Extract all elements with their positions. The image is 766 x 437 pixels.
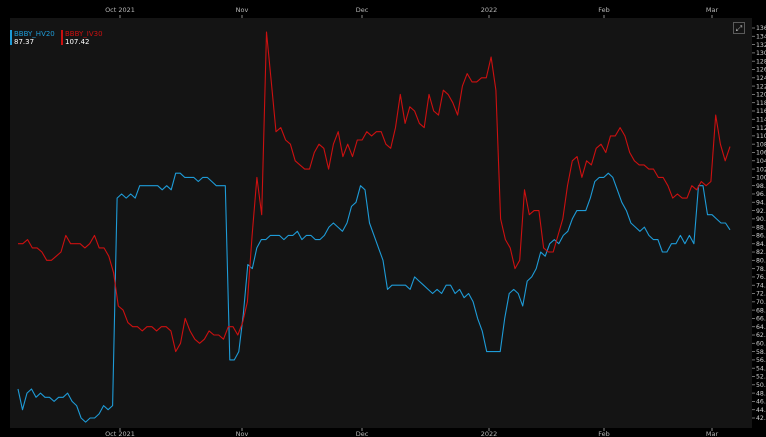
y-tick-label: 70.0 bbox=[756, 299, 766, 306]
x-tick-label-bottom: Dec bbox=[356, 430, 369, 437]
y-tick-label: 134.0 bbox=[756, 33, 766, 40]
y-tick-label: 108.0 bbox=[756, 141, 766, 148]
y-tick-label: 136. bbox=[756, 25, 766, 32]
x-tick-label-top: Nov bbox=[236, 6, 249, 14]
legend-label-series-a: BBBY_HV20 bbox=[14, 30, 55, 38]
y-tick-label: 82.0 bbox=[756, 249, 766, 256]
series-layer bbox=[17, 31, 731, 423]
y-tick-label: 88.0 bbox=[756, 224, 766, 231]
y-tick-label: 68.0 bbox=[756, 307, 766, 314]
x-tick-label-top: Dec bbox=[356, 6, 369, 14]
x-tick-label-top: Mar bbox=[706, 6, 719, 14]
y-tick-label: 100.0 bbox=[756, 175, 766, 182]
y-tick-label: 122.0 bbox=[756, 83, 766, 90]
y-tick-label: 46.0 bbox=[756, 399, 766, 406]
series-line-b bbox=[18, 31, 731, 353]
y-tick-label: 42.0 bbox=[756, 415, 766, 422]
y-tick-label: 118.0 bbox=[756, 100, 766, 107]
y-tick-label: 92.0 bbox=[756, 208, 766, 215]
y-tick-label: 110.0 bbox=[756, 133, 766, 140]
expand-icon: ⤢ bbox=[735, 24, 743, 33]
y-tick-label: 132.0 bbox=[756, 42, 766, 49]
y-axis-right: 42.044.046.0 48.050.052.0 54.056.058.060.0… bbox=[752, 25, 766, 422]
y-tick-label: 86.0 bbox=[756, 233, 766, 240]
y-tick-label: 78.0 bbox=[756, 266, 766, 273]
y-tick-label: 60.0 bbox=[756, 341, 766, 348]
legend-swatch-series-b bbox=[61, 30, 63, 45]
legend-entry-series-a[interactable]: BBBY_HV20 87.37 bbox=[10, 30, 55, 46]
y-tick-label: 84.0 bbox=[756, 241, 766, 248]
y-tick-label: 64.0 bbox=[756, 324, 766, 331]
y-tick-label: 124.0 bbox=[756, 75, 766, 82]
y-tick-label: 80.0 bbox=[756, 258, 766, 265]
y-tick-label: 62.0 bbox=[756, 332, 766, 339]
legend-entry-series-b[interactable]: BBBY_IV30 107.42 bbox=[61, 30, 103, 46]
y-tick-label: 114.0 bbox=[756, 116, 766, 123]
plot-area bbox=[10, 18, 752, 428]
expand-chart-button[interactable]: ⤢ bbox=[733, 22, 745, 34]
x-tick-label-bottom: Mar bbox=[706, 430, 719, 437]
x-tick-label-top: 2022 bbox=[481, 6, 498, 14]
y-tick-label: 98.0 bbox=[756, 183, 766, 190]
y-tick-label: 58.0 bbox=[756, 349, 766, 356]
x-axis-top: Oct 2021 Nov Dec 2022 Feb Mar bbox=[105, 6, 718, 18]
y-tick-label: 96.0 bbox=[756, 191, 766, 198]
y-tick-label: 52.0 bbox=[756, 374, 766, 381]
x-axis-bottom: Oct 2021 Nov Dec 2022 Feb Mar bbox=[105, 428, 718, 437]
series-line-a bbox=[17, 172, 731, 423]
y-tick-label: 128.0 bbox=[756, 58, 766, 65]
y-tick-label: 48.0 bbox=[756, 390, 766, 397]
legend-value-series-a: 87.37 bbox=[14, 38, 35, 46]
y-tick-label: 116.0 bbox=[756, 108, 766, 115]
y-tick-label: 54.0 bbox=[756, 365, 766, 372]
legend-label-series-b: BBBY_IV30 bbox=[65, 30, 103, 38]
y-tick-label: 44.0 bbox=[756, 407, 766, 414]
y-tick-label: 126.0 bbox=[756, 67, 766, 74]
x-tick-label-bottom: Nov bbox=[236, 430, 249, 437]
x-tick-label-bottom: Feb bbox=[598, 430, 610, 437]
y-tick-label: 56.0 bbox=[756, 357, 766, 364]
y-tick-label: 94.0 bbox=[756, 199, 766, 206]
y-tick-label: 120.0 bbox=[756, 92, 766, 99]
y-tick-label: 112.0 bbox=[756, 125, 766, 132]
y-tick-label: 50.0 bbox=[756, 382, 766, 389]
y-tick-label: 74.0 bbox=[756, 282, 766, 289]
x-tick-label-bottom: 2022 bbox=[481, 430, 498, 437]
x-tick-label-bottom: Oct 2021 bbox=[105, 430, 135, 437]
y-tick-label: 102.0 bbox=[756, 166, 766, 173]
legend-value-series-b: 107.42 bbox=[65, 38, 90, 46]
y-tick-label: 76.0 bbox=[756, 274, 766, 281]
legend-swatch-series-a bbox=[10, 30, 12, 45]
y-tick-label: 72.0 bbox=[756, 291, 766, 298]
x-tick-label-top: Feb bbox=[598, 6, 610, 14]
y-tick-label: 104.0 bbox=[756, 158, 766, 165]
y-tick-label: 90.0 bbox=[756, 216, 766, 223]
y-tick-label: 106.0 bbox=[756, 150, 766, 157]
y-tick-label: 130.0 bbox=[756, 50, 766, 57]
y-tick-label: 66.0 bbox=[756, 316, 766, 323]
x-tick-label-top: Oct 2021 bbox=[105, 6, 135, 14]
